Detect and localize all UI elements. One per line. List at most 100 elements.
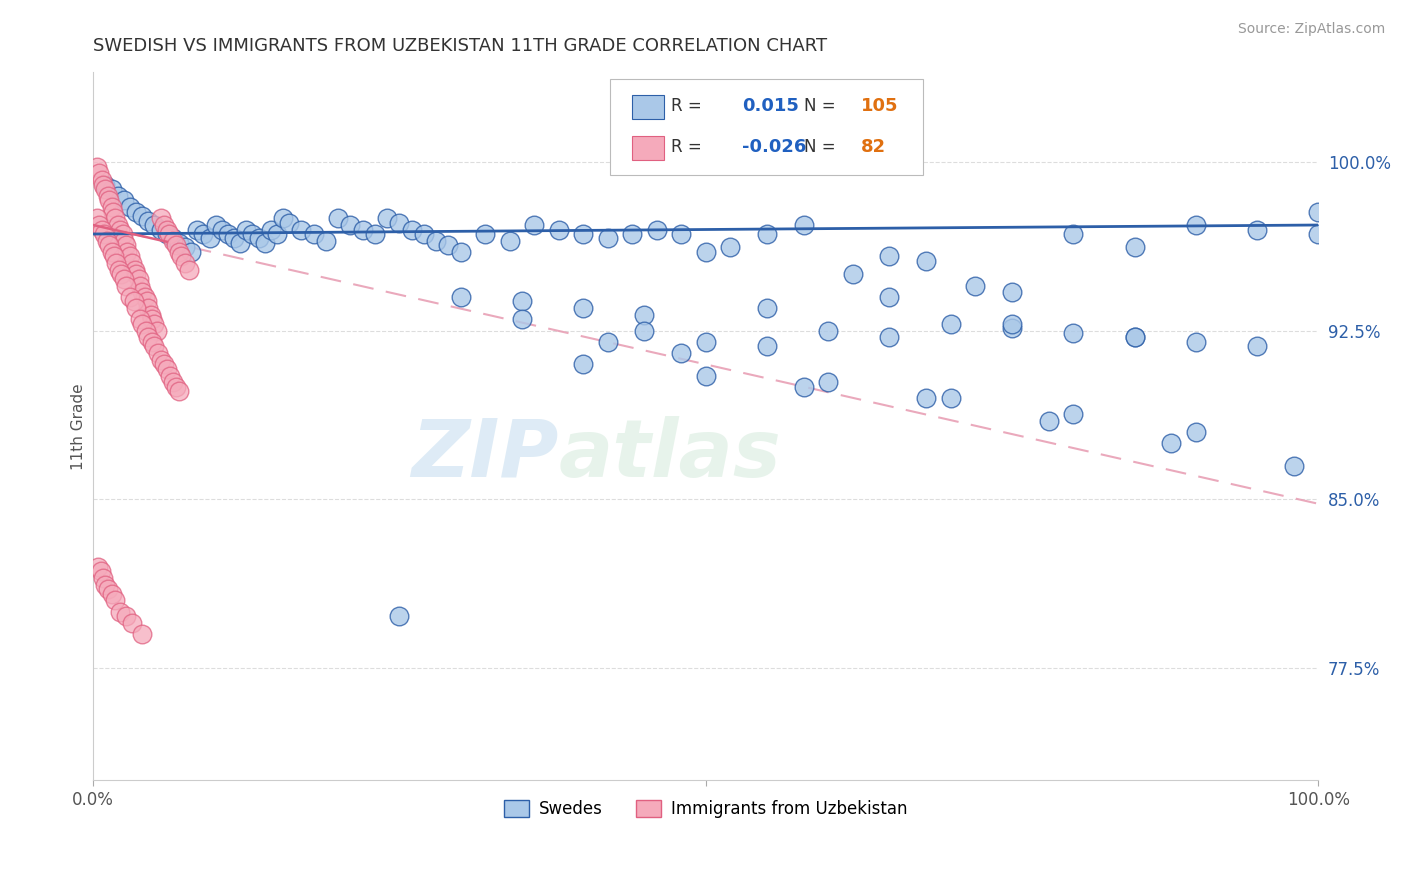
Point [756, 227, 779, 241]
Point [131, 209, 153, 223]
Text: N =: N = [804, 138, 835, 156]
Point [523, 218, 546, 232]
Point [572, 227, 595, 241]
Text: SWEDISH VS IMMIGRANTS FROM UZBEKISTAN 11TH GRADE CORRELATION CHART: SWEDISH VS IMMIGRANTS FROM UZBEKISTAN 11… [93, 37, 827, 55]
Point [112, 272, 135, 286]
Point [1184, 334, 1206, 349]
Point [153, 218, 176, 232]
Text: 82: 82 [862, 138, 886, 156]
Point [134, 290, 156, 304]
Point [879, 250, 901, 264]
Point [167, 384, 190, 399]
Point [198, 231, 221, 245]
Point [1001, 317, 1024, 331]
Point [110, 268, 132, 282]
Point [621, 227, 644, 241]
Point [94, 182, 117, 196]
Point [108, 605, 131, 619]
Point [166, 238, 188, 252]
Text: ZIP: ZIP [412, 416, 558, 493]
FancyBboxPatch shape [610, 79, 922, 175]
Point [633, 324, 655, 338]
Text: -0.026: -0.026 [742, 138, 807, 156]
Point [596, 334, 619, 349]
Point [118, 250, 141, 264]
Point [131, 285, 153, 300]
Point [104, 211, 127, 226]
Point [352, 222, 374, 236]
Point [499, 234, 522, 248]
Point [375, 211, 398, 226]
Point [671, 227, 693, 241]
Point [125, 301, 148, 316]
Point [86, 211, 108, 226]
Point [756, 301, 779, 316]
Point [211, 222, 233, 236]
Point [817, 376, 839, 390]
Point [128, 272, 150, 286]
Point [1282, 458, 1305, 473]
Point [290, 222, 312, 236]
Point [100, 200, 122, 214]
Point [1062, 407, 1084, 421]
Point [149, 211, 172, 226]
Point [1184, 425, 1206, 439]
Point [141, 334, 163, 349]
Point [633, 308, 655, 322]
Point [572, 358, 595, 372]
Point [136, 330, 159, 344]
Point [146, 324, 169, 338]
Point [159, 368, 181, 383]
Point [170, 250, 193, 264]
Point [124, 263, 146, 277]
Point [1308, 204, 1330, 219]
Point [112, 194, 135, 208]
Point [271, 211, 294, 226]
Point [141, 312, 163, 326]
Point [1001, 321, 1024, 335]
Point [136, 294, 159, 309]
Point [1184, 218, 1206, 232]
Point [1001, 285, 1024, 300]
Point [510, 312, 533, 326]
Point [339, 218, 361, 232]
Point [547, 222, 569, 236]
Point [167, 244, 190, 259]
Point [93, 227, 115, 241]
Point [121, 256, 143, 270]
Point [222, 231, 245, 245]
Point [1062, 326, 1084, 340]
Point [96, 234, 118, 248]
Point [645, 222, 668, 236]
Point [90, 222, 112, 236]
Point [108, 222, 131, 236]
Point [167, 235, 190, 250]
Point [186, 222, 208, 236]
Point [156, 222, 179, 236]
Point [1123, 330, 1146, 344]
Point [879, 290, 901, 304]
Text: R =: R = [672, 138, 702, 156]
Point [217, 227, 239, 241]
Point [122, 294, 145, 309]
Point [915, 254, 938, 268]
Point [156, 227, 179, 241]
Point [180, 244, 202, 259]
Point [139, 308, 162, 322]
Point [235, 222, 257, 236]
Point [596, 231, 619, 245]
Point [117, 244, 139, 259]
Point [153, 358, 176, 372]
Point [266, 227, 288, 241]
Legend: Swedes, Immigrants from Uzbekistan: Swedes, Immigrants from Uzbekistan [498, 794, 914, 825]
Point [572, 301, 595, 316]
Point [756, 339, 779, 353]
Point [474, 227, 496, 241]
FancyBboxPatch shape [633, 95, 664, 119]
Point [437, 238, 460, 252]
Point [315, 234, 337, 248]
Point [1246, 339, 1268, 353]
Point [146, 346, 169, 360]
Point [143, 218, 166, 232]
Point [128, 278, 150, 293]
